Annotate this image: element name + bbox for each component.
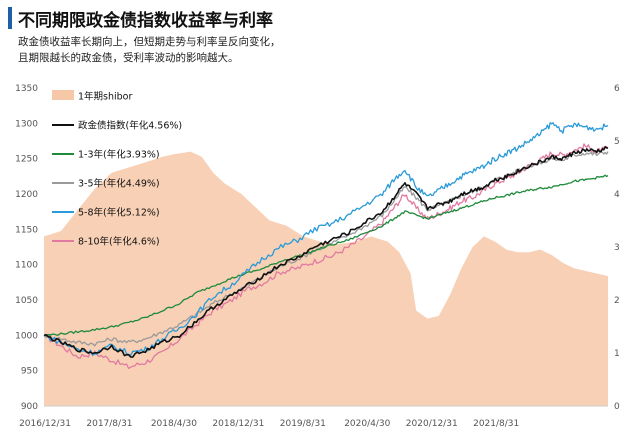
x-tick-label: 2020/4/30	[344, 419, 390, 429]
y-right-tick-label: 1	[614, 349, 620, 359]
y-right-tick-label: 2	[614, 296, 620, 306]
y-left-tick-label: 1300	[15, 119, 38, 129]
x-tick-label: 2020/12/31	[406, 419, 458, 429]
y-left-tick-label: 1000	[15, 331, 38, 341]
y-left-tick-label: 1250	[15, 155, 38, 165]
series-line-total	[43, 146, 609, 358]
y-left-tick-label: 1100	[15, 261, 38, 271]
legend-label-s35: 3-5年(年化4.49%)	[78, 178, 160, 190]
x-tick-label: 2019/8/31	[280, 419, 326, 429]
y-left-tick-label: 1200	[15, 190, 38, 200]
x-tick-label: 2016/12/31	[19, 419, 71, 429]
series-line-s35	[43, 151, 609, 347]
title-accent-bar	[8, 7, 12, 29]
legend-label-s810: 8-10年(年化4.6%)	[78, 236, 160, 248]
y-right-tick-label: 4	[614, 190, 620, 200]
y-right-tick-label: 0	[614, 402, 620, 412]
legend-label-total: 政金债指数(年化4.56%)	[78, 120, 182, 132]
shibor-area	[44, 151, 608, 406]
legend-label-shibor: 1年期shibor	[78, 91, 132, 103]
legend-label-s58: 5-8年(年化5.12%)	[78, 207, 160, 219]
y-left-tick-label: 950	[21, 367, 38, 377]
chart-subtitle: 政金债收益率长期向上，但短期走势与利率呈反向变化， 且期限越长的政金债，受利率波…	[18, 34, 281, 66]
legend-swatch-shibor	[52, 90, 74, 100]
series-line-s13	[43, 174, 609, 337]
title-bar: 不同期限政金债指数收益率与利率	[8, 5, 273, 31]
subtitle-line-2: 且期限越长的政金债，受利率波动的影响越大。	[18, 52, 239, 64]
series-line-s58	[43, 122, 609, 356]
legend-label-s13: 1-3年(年化3.93%)	[78, 149, 160, 161]
subtitle-line-1: 政金债收益率长期向上，但短期走势与利率呈反向变化，	[18, 36, 281, 48]
chart-title: 不同期限政金债指数收益率与利率	[18, 10, 273, 31]
y-left-tick-label: 900	[21, 402, 38, 412]
y-right-tick-label: 5	[614, 137, 620, 147]
x-tick-label: 2017/8/31	[86, 419, 132, 429]
y-left-tick-label: 1350	[15, 84, 38, 94]
x-tick-label: 2018/4/30	[151, 419, 197, 429]
y-right-tick-label: 3	[614, 243, 620, 253]
y-right-tick-label: 6	[614, 84, 620, 94]
x-tick-label: 2018/12/31	[212, 419, 264, 429]
y-left-tick-label: 1050	[15, 296, 38, 306]
y-left-tick-label: 1150	[15, 225, 38, 235]
x-tick-label: 2021/8/31	[473, 419, 519, 429]
